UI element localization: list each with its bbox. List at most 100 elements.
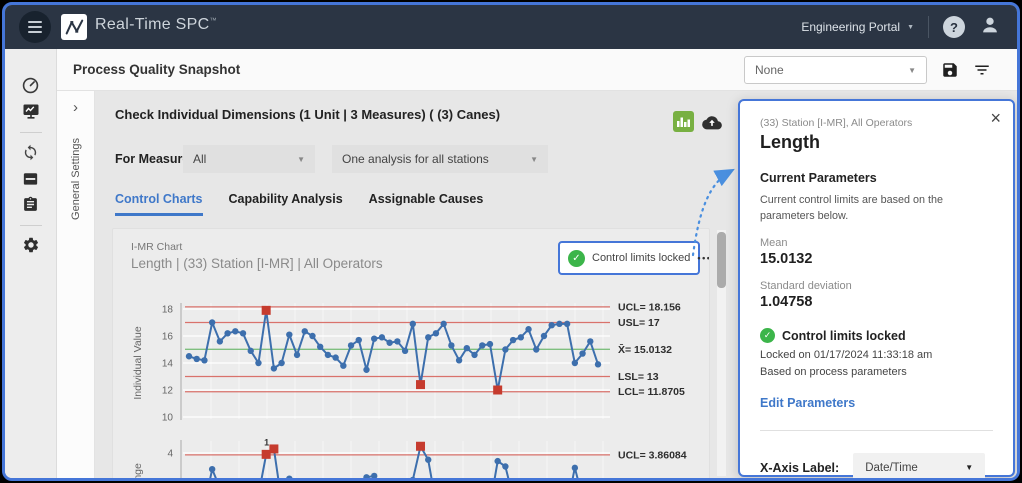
archive-icon bbox=[23, 172, 38, 185]
page-header: Process Quality Snapshot None ▼ bbox=[57, 49, 1017, 91]
chevron-right-icon: › bbox=[73, 99, 78, 116]
imr-chart-card: 18 16 14 12 10 4 UCL= 18.156 USL= 17 X̄= 15.0132… bbox=[112, 228, 710, 481]
hamburger-menu-icon[interactable] bbox=[19, 11, 51, 43]
sidebar-item-sync[interactable] bbox=[17, 140, 45, 164]
sidebar-item-settings[interactable] bbox=[17, 233, 45, 257]
more-options-icon[interactable]: ••• bbox=[697, 253, 710, 263]
sync-icon bbox=[24, 144, 37, 160]
measure-value: All bbox=[193, 152, 207, 166]
svg-text:USL= 17: USL= 17 bbox=[618, 317, 660, 329]
icon-sidebar bbox=[5, 49, 57, 478]
chevron-down-icon: ▼ bbox=[907, 23, 914, 31]
save-icon bbox=[943, 63, 957, 77]
expand-panel-button[interactable]: › bbox=[73, 99, 78, 116]
measure-dropdown[interactable]: All ▼ bbox=[183, 145, 315, 173]
svg-text:14: 14 bbox=[162, 359, 174, 370]
close-icon[interactable]: × bbox=[990, 108, 1001, 128]
app-title: Real-Time SPC™ bbox=[95, 16, 217, 33]
check-icon: ✓ bbox=[568, 249, 585, 267]
svg-text:16: 16 bbox=[162, 332, 174, 343]
app-logo-icon bbox=[61, 14, 87, 40]
save-button[interactable] bbox=[941, 61, 959, 84]
page-title: Process Quality Snapshot bbox=[73, 62, 241, 77]
edit-parameters-link[interactable]: Edit Parameters bbox=[760, 395, 856, 410]
chart-type-label: I-MR Chart bbox=[131, 241, 183, 253]
svg-text:Moving Range: Moving Range bbox=[132, 463, 144, 481]
panel-context: (33) Station [I-MR], All Operators bbox=[760, 117, 913, 129]
gear-icon bbox=[23, 237, 38, 253]
svg-text:LSL= 13: LSL= 13 bbox=[618, 371, 659, 383]
annotation-arrow bbox=[691, 168, 735, 257]
cloud-upload-icon bbox=[702, 116, 722, 130]
filter-icon bbox=[975, 65, 989, 75]
parameters-description: Current control limits are based on the … bbox=[760, 194, 944, 222]
xaxis-label: X-Axis Label: bbox=[760, 460, 840, 475]
sidebar-divider bbox=[19, 132, 42, 133]
tab-control-charts[interactable]: Control Charts bbox=[115, 192, 203, 216]
stddev-value: 1.04758 bbox=[760, 294, 813, 311]
user-account-button[interactable] bbox=[979, 14, 1001, 41]
chevron-down-icon: ▼ bbox=[297, 154, 305, 164]
sidebar-item-dashboard[interactable] bbox=[17, 73, 45, 97]
lock-status: Control limits locked bbox=[782, 328, 906, 343]
topbar: Real-Time SPC™ Engineering Portal ▼ ? bbox=[5, 5, 1017, 49]
svg-text:Individual Value: Individual Value bbox=[132, 326, 144, 400]
control-limits-locked-badge[interactable]: ✓ Control limits locked ••• bbox=[558, 241, 709, 275]
tab-assignable-causes[interactable]: Assignable Causes bbox=[368, 192, 484, 206]
help-icon: ? bbox=[950, 19, 958, 35]
current-parameters-heading: Current Parameters bbox=[760, 171, 877, 185]
user-icon bbox=[983, 17, 997, 32]
chevron-down-icon: ▼ bbox=[965, 463, 974, 473]
chevron-down-icon: ▼ bbox=[530, 154, 538, 164]
xaxis-dropdown[interactable]: Date/Time ▼ bbox=[853, 452, 986, 478]
bar-chart-icon bbox=[677, 117, 690, 127]
xaxis-value: Date/Time bbox=[865, 461, 918, 474]
svg-text:1: 1 bbox=[264, 437, 269, 447]
imr-chart: 18 16 14 12 10 4 UCL= 18.156 USL= 17 X̄= 15.0132… bbox=[132, 301, 687, 481]
gauge-icon bbox=[22, 77, 39, 93]
analysis-mode-value: One analysis for all stations bbox=[342, 152, 489, 166]
panel-title: Length bbox=[760, 132, 820, 152]
tab-bar: Control Charts Capability Analysis Assig… bbox=[115, 192, 483, 216]
help-button[interactable]: ? bbox=[943, 16, 965, 38]
sidebar-item-monitoring[interactable] bbox=[17, 99, 45, 123]
parameters-panel: × (33) Station [I-MR], All Operators Len… bbox=[738, 99, 1015, 478]
chart-subtitle: Length | (33) Station [I-MR] | All Opera… bbox=[131, 256, 383, 271]
preset-value: None bbox=[755, 63, 784, 77]
svg-text:12: 12 bbox=[162, 386, 174, 397]
mean-label: Mean bbox=[760, 237, 788, 250]
general-settings-strip: › General Settings bbox=[57, 91, 95, 478]
svg-text:18: 18 bbox=[162, 305, 174, 316]
locked-on-text: Locked on 01/17/2024 11:33:18 am bbox=[760, 349, 933, 362]
sidebar-item-storage[interactable] bbox=[17, 166, 45, 190]
filter-button[interactable] bbox=[973, 61, 991, 84]
preset-dropdown[interactable]: None ▼ bbox=[744, 56, 927, 84]
cloud-upload-button[interactable] bbox=[701, 113, 723, 136]
topbar-divider bbox=[928, 16, 929, 38]
stddev-label: Standard deviation bbox=[760, 280, 852, 293]
chart-monitor-icon bbox=[23, 104, 38, 119]
analysis-view-button[interactable] bbox=[673, 111, 694, 132]
badge-label: Control limits locked bbox=[592, 252, 691, 264]
portal-selector[interactable]: Engineering Portal ▼ bbox=[801, 20, 914, 34]
portal-label: Engineering Portal bbox=[801, 20, 901, 34]
panel-divider bbox=[760, 429, 993, 431]
sidebar-item-reports[interactable] bbox=[17, 192, 45, 216]
tab-capability-analysis[interactable]: Capability Analysis bbox=[228, 192, 343, 206]
analysis-mode-dropdown[interactable]: One analysis for all stations ▼ bbox=[332, 145, 548, 173]
sidebar-divider bbox=[19, 225, 42, 226]
scrollbar-thumb[interactable] bbox=[717, 232, 726, 288]
svg-text:UCL= 18.156: UCL= 18.156 bbox=[618, 301, 681, 313]
for-measure-label: For Measure: bbox=[115, 152, 194, 166]
svg-text:LCL= 11.8705: LCL= 11.8705 bbox=[618, 386, 685, 398]
svg-text:4: 4 bbox=[167, 449, 173, 460]
chevron-down-icon: ▼ bbox=[908, 65, 916, 75]
mean-value: 15.0132 bbox=[760, 251, 813, 268]
general-settings-label: General Settings bbox=[69, 138, 82, 220]
check-icon: ✓ bbox=[760, 328, 775, 344]
svg-text:X̄= 15.0132: X̄= 15.0132 bbox=[618, 344, 672, 356]
svg-text:UCL= 3.86084: UCL= 3.86084 bbox=[618, 449, 687, 461]
vertical-scrollbar[interactable] bbox=[717, 230, 726, 476]
analysis-title: Check Individual Dimensions (1 Unit | 3 … bbox=[115, 107, 501, 122]
